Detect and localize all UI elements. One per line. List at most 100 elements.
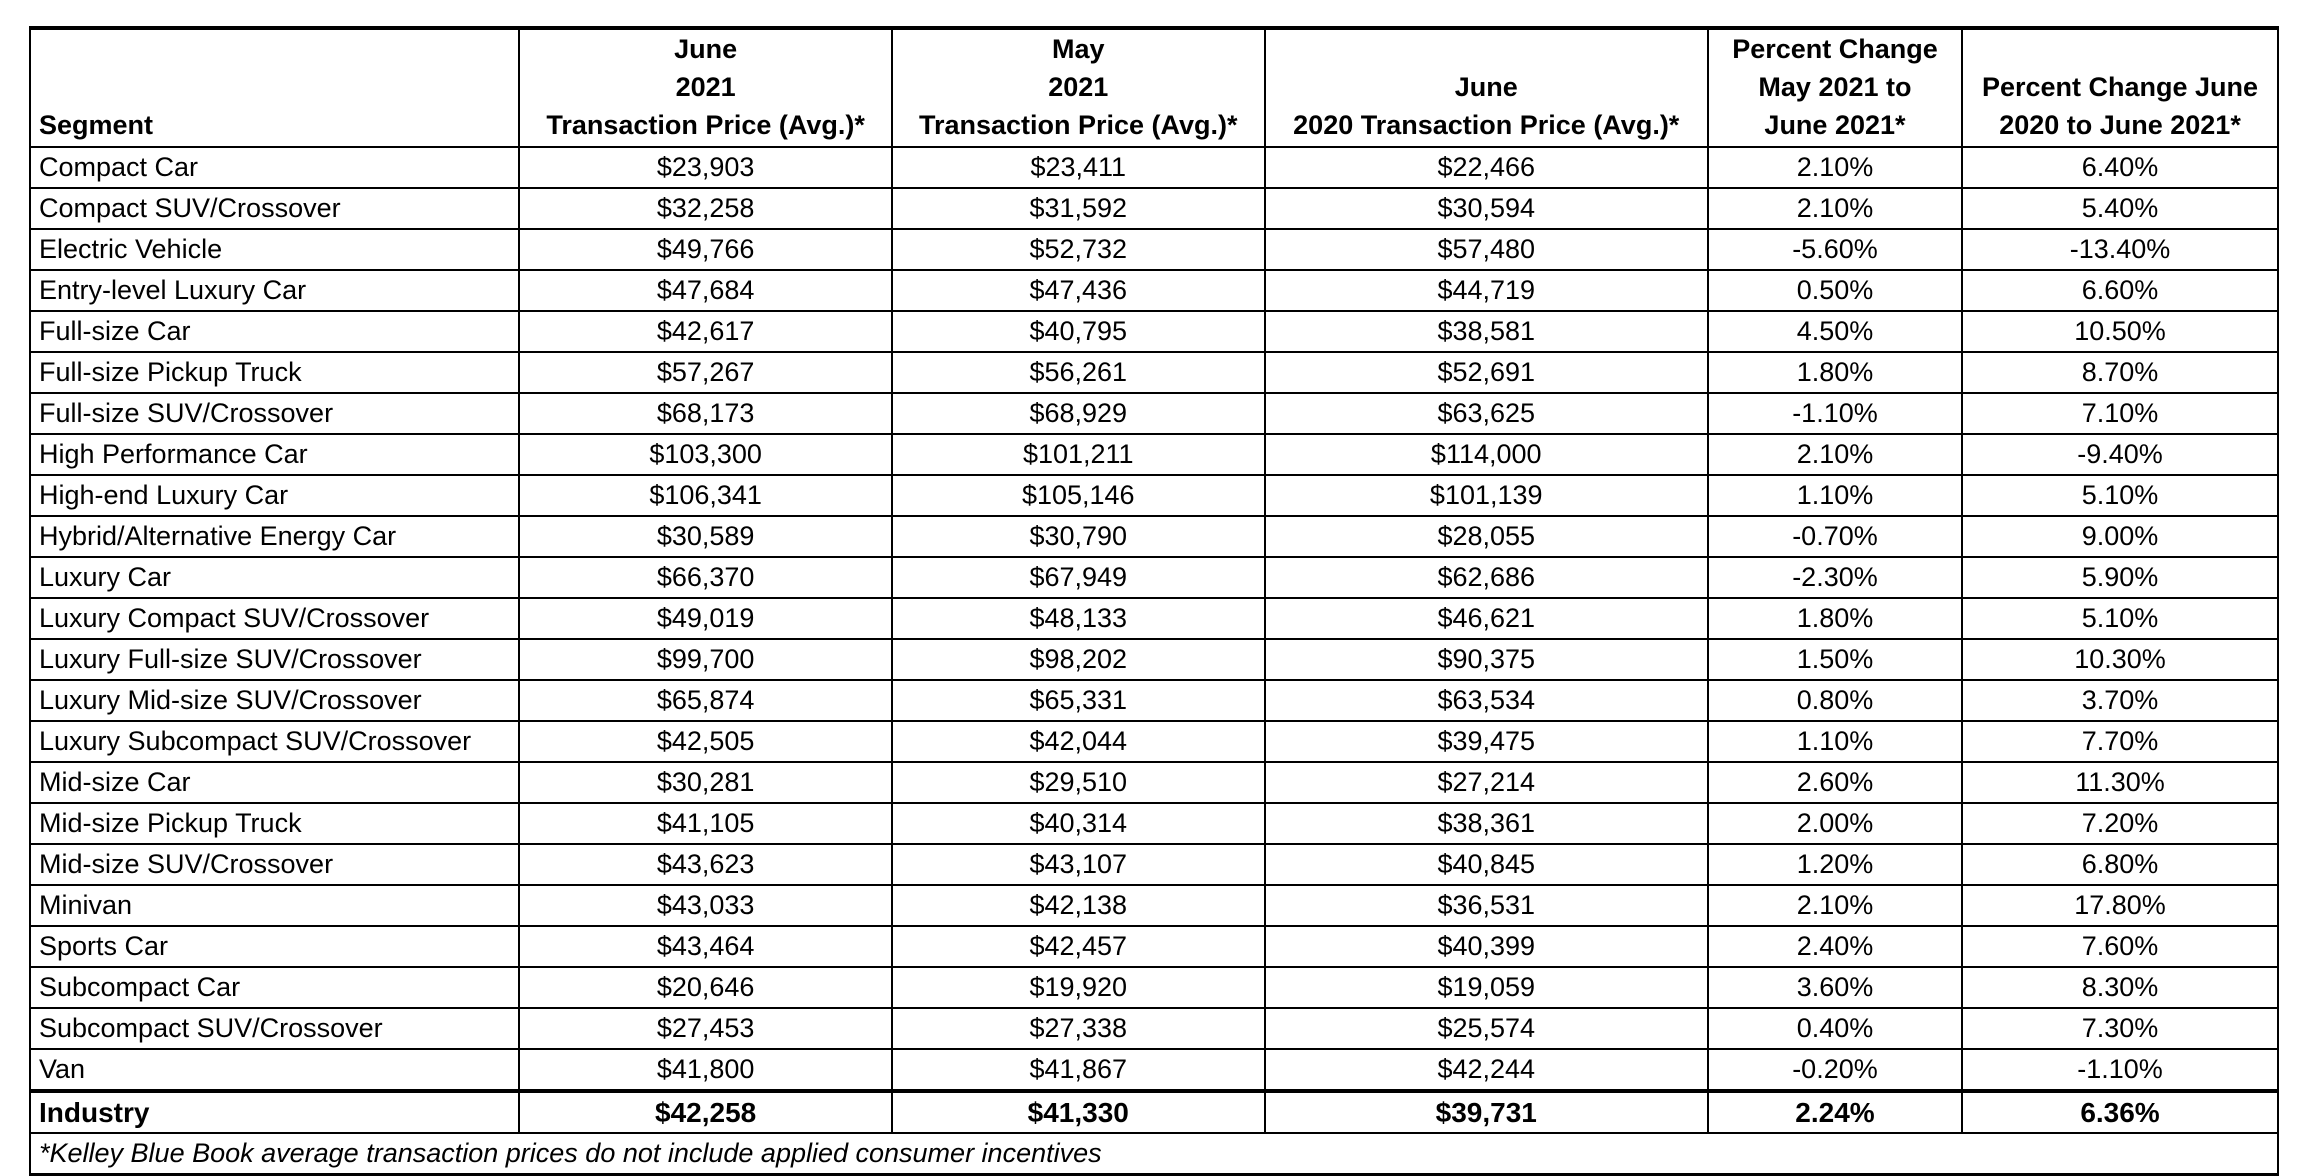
segment-cell: Entry-level Luxury Car <box>28 269 521 312</box>
header-row: Segment June 2021 Transaction Price (Avg.)*… <box>28 26 2279 148</box>
column-header: Percent Change June 2020 to June 2021* <box>1961 26 2279 148</box>
segment-cell: Luxury Full-size SUV/Crossover <box>28 638 521 681</box>
column-header: Segment <box>28 26 521 148</box>
value-cell: -1.10% <box>1706 392 1964 435</box>
value-cell: $38,581 <box>1263 310 1709 353</box>
value-cell: $49,019 <box>518 597 893 640</box>
value-cell: $57,267 <box>518 351 893 394</box>
value-cell: $101,211 <box>890 433 1266 476</box>
value-cell: $56,261 <box>890 351 1266 394</box>
value-cell: $23,411 <box>890 146 1266 189</box>
value-cell: $43,107 <box>890 843 1266 886</box>
column-header-line: Percent Change June <box>1981 72 2259 102</box>
value-cell: 2.10% <box>1706 146 1964 189</box>
value-cell: 6.40% <box>1961 146 2279 189</box>
value-cell: 6.60% <box>1961 269 2279 312</box>
value-cell: $39,475 <box>1263 720 1709 763</box>
value-cell: -9.40% <box>1961 433 2279 476</box>
segment-cell: Minivan <box>28 884 521 927</box>
value-cell: -13.40% <box>1961 228 2279 271</box>
value-cell: $99,700 <box>518 638 893 681</box>
column-header: May 2021 Transaction Price (Avg.)* <box>890 26 1266 148</box>
value-cell: $40,845 <box>1263 843 1709 886</box>
value-cell: $30,589 <box>518 515 893 558</box>
value-cell: $42,258 <box>518 1089 893 1134</box>
industry-row: Industry $42,258 $41,330 $39,731 2.24% 6.36% <box>28 1089 2279 1134</box>
value-cell: 2.10% <box>1706 884 1964 927</box>
value-cell: $52,691 <box>1263 351 1709 394</box>
table-row: Mid-size SUV/Crossover $43,623 $43,107 $40,… <box>28 843 2279 886</box>
value-cell: -2.30% <box>1706 556 1964 599</box>
value-cell: 8.70% <box>1961 351 2279 394</box>
table-row: Mid-size Car $30,281 $29,510 $27,214 2.60% 11… <box>28 761 2279 804</box>
value-cell: $52,732 <box>890 228 1266 271</box>
value-cell: 1.80% <box>1706 351 1964 394</box>
value-cell: $101,139 <box>1263 474 1709 517</box>
value-cell: $44,719 <box>1263 269 1709 312</box>
value-cell: $48,133 <box>890 597 1266 640</box>
table-row: Sports Car $43,464 $42,457 $40,399 2.40% 7.60… <box>28 925 2279 968</box>
value-cell: $106,341 <box>518 474 893 517</box>
value-cell: $41,800 <box>518 1048 893 1092</box>
value-cell: 9.00% <box>1961 515 2279 558</box>
segment-cell: Sports Car <box>28 925 521 968</box>
value-cell: 5.40% <box>1961 187 2279 230</box>
table-row: Mid-size Pickup Truck $41,105 $40,314 $38,3… <box>28 802 2279 845</box>
column-header-line: 2020 to June 2021* <box>1999 110 2241 140</box>
value-cell: $67,949 <box>890 556 1266 599</box>
value-cell: $49,766 <box>518 228 893 271</box>
table-row: Luxury Subcompact SUV/Crossover $42,505 $4… <box>28 720 2279 763</box>
column-header-line: 2021 <box>675 72 736 102</box>
value-cell: $31,592 <box>890 187 1266 230</box>
value-cell: $105,146 <box>890 474 1266 517</box>
column-header-line: Transaction Price (Avg.)* <box>918 110 1238 140</box>
segment-cell: Industry <box>28 1089 521 1134</box>
value-cell: $62,686 <box>1263 556 1709 599</box>
table-row: Compact SUV/Crossover $32,258 $31,592 $30,5… <box>28 187 2279 230</box>
table-row: High-end Luxury Car $106,341 $105,146 $101,… <box>28 474 2279 517</box>
value-cell: $42,044 <box>890 720 1266 763</box>
value-cell: $38,361 <box>1263 802 1709 845</box>
segment-cell: Subcompact Car <box>28 966 521 1009</box>
value-cell: $46,621 <box>1263 597 1709 640</box>
table-row: Luxury Mid-size SUV/Crossover $65,874 $65,… <box>28 679 2279 722</box>
value-cell: 5.10% <box>1961 597 2279 640</box>
value-cell: $68,173 <box>518 392 893 435</box>
value-cell: $90,375 <box>1263 638 1709 681</box>
value-cell: -0.20% <box>1706 1048 1964 1092</box>
value-cell: $29,510 <box>890 761 1266 804</box>
table-row: Entry-level Luxury Car $47,684 $47,436 $44,… <box>28 269 2279 312</box>
value-cell: $25,574 <box>1263 1007 1709 1050</box>
value-cell: $98,202 <box>890 638 1266 681</box>
column-header-line: 2020 Transaction Price (Avg.)* <box>1293 110 1680 140</box>
value-cell: 7.10% <box>1961 392 2279 435</box>
value-cell: $43,464 <box>518 925 893 968</box>
value-cell: 2.10% <box>1706 187 1964 230</box>
segment-cell: Hybrid/Alternative Energy Car <box>28 515 521 558</box>
table-row: Hybrid/Alternative Energy Car $30,589 $30,… <box>28 515 2279 558</box>
table-row: Subcompact Car $20,646 $19,920 $19,059 3.60%… <box>28 966 2279 1009</box>
column-header-line: May <box>1052 34 1105 64</box>
value-cell: $27,453 <box>518 1007 893 1050</box>
segment-cell: Luxury Compact SUV/Crossover <box>28 597 521 640</box>
value-cell: $42,617 <box>518 310 893 353</box>
value-cell: $57,480 <box>1263 228 1709 271</box>
segment-cell: Full-size SUV/Crossover <box>28 392 521 435</box>
value-cell: 10.50% <box>1961 310 2279 353</box>
value-cell: $40,795 <box>890 310 1266 353</box>
value-cell: $43,623 <box>518 843 893 886</box>
segment-cell: Mid-size Pickup Truck <box>28 802 521 845</box>
value-cell: 0.80% <box>1706 679 1964 722</box>
value-cell: $30,790 <box>890 515 1266 558</box>
value-cell: 2.00% <box>1706 802 1964 845</box>
value-cell: 17.80% <box>1961 884 2279 927</box>
column-header: June 2020 Transaction Price (Avg.)* <box>1263 26 1709 148</box>
value-cell: $47,684 <box>518 269 893 312</box>
value-cell: $41,105 <box>518 802 893 845</box>
value-cell: 2.24% <box>1706 1089 1964 1134</box>
column-header-line: Transaction Price (Avg.)* <box>546 110 865 140</box>
segment-cell: Compact Car <box>28 146 521 189</box>
value-cell: $27,214 <box>1263 761 1709 804</box>
value-cell: $36,531 <box>1263 884 1709 927</box>
value-cell: 0.40% <box>1706 1007 1964 1050</box>
